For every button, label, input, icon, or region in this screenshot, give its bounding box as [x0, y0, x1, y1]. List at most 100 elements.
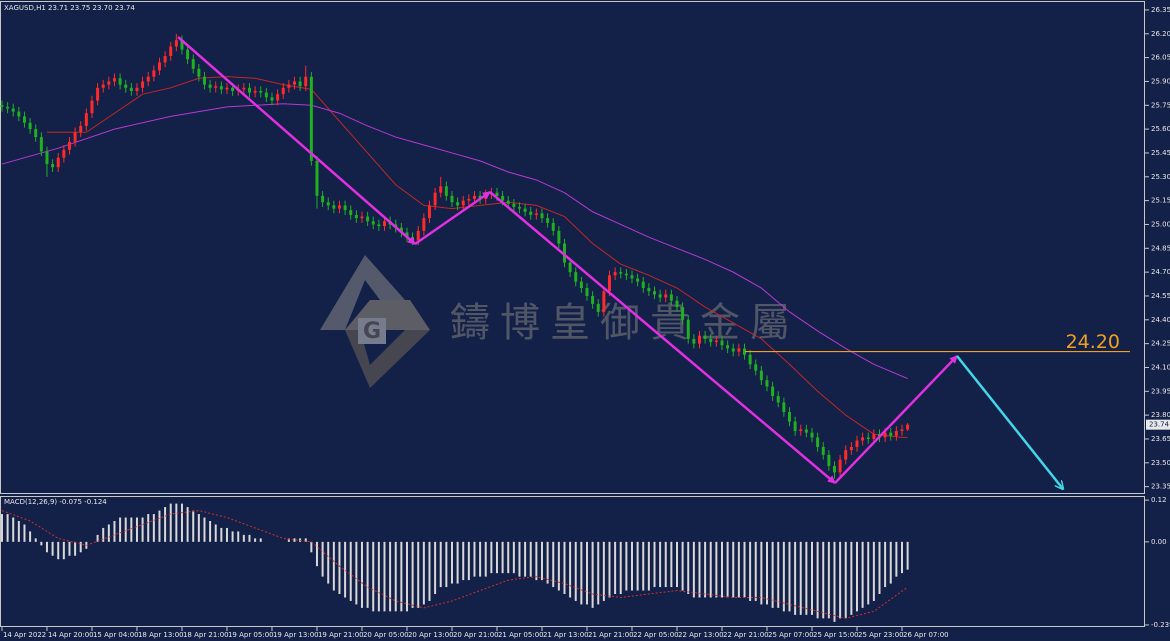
candle-body — [821, 446, 825, 455]
candle-body — [0, 105, 4, 107]
candle-body — [579, 281, 583, 289]
candle-body — [517, 206, 521, 209]
candle-body — [422, 218, 426, 231]
candle-body — [771, 386, 775, 397]
y-tick-label: 26.20 — [1151, 30, 1170, 38]
last-price-label: 23.74 — [1149, 421, 1170, 429]
y-tick-label: 24.85 — [1151, 244, 1170, 252]
candle-body — [174, 40, 178, 47]
candle-body — [799, 429, 803, 432]
candle-body — [79, 125, 83, 133]
candle-body — [118, 78, 122, 85]
candle-body — [636, 278, 640, 282]
candle-body — [298, 81, 302, 87]
candle-body — [602, 291, 606, 312]
x-tick-label: 21 Apr 05:00 — [498, 631, 544, 639]
candle-body — [186, 49, 190, 60]
candle-body — [675, 300, 679, 308]
candle-body — [872, 434, 876, 439]
candle-body — [22, 116, 26, 123]
candle-body — [894, 431, 898, 436]
candle-body — [568, 262, 572, 273]
candle-body — [692, 338, 696, 344]
x-tick-label: 26 Apr 07:00 — [903, 631, 949, 639]
candle-body — [551, 222, 555, 231]
candle-body — [523, 208, 527, 212]
candle-body — [326, 202, 330, 206]
candle-body — [714, 340, 718, 343]
candle-body — [377, 224, 381, 227]
last-price-box — [1146, 419, 1170, 430]
candle-body — [11, 108, 15, 112]
candle-body — [641, 281, 645, 289]
x-tick-label: 22 Apr 21:00 — [723, 631, 769, 639]
candle-body — [501, 195, 505, 201]
candle-body — [382, 221, 386, 227]
y-tick-label: 25.45 — [1151, 149, 1170, 157]
candle-body — [838, 459, 842, 473]
candle-body — [399, 227, 403, 233]
candle-body — [405, 232, 409, 238]
candle-body — [658, 294, 662, 298]
x-tick-label: 22 Apr 13:00 — [678, 631, 724, 639]
y-tick-label: 25.60 — [1151, 125, 1170, 133]
candle-body — [816, 437, 820, 447]
x-tick-label: 25 Apr 07:00 — [768, 631, 814, 639]
candle-body — [39, 137, 43, 152]
candle-body — [349, 210, 353, 215]
y-tick-label: 25.90 — [1151, 77, 1170, 85]
candle-body — [669, 294, 673, 301]
watermark-logo: G — [320, 255, 430, 388]
level-label: 24.20 — [1066, 331, 1120, 353]
candle-body — [332, 205, 336, 209]
candle-body — [742, 348, 746, 355]
candle-body — [84, 113, 88, 126]
y-tick-label: 0.00 — [1151, 538, 1167, 546]
x-tick-label: 21 Apr 21:00 — [588, 631, 634, 639]
candle-body — [596, 303, 600, 312]
candle-body — [787, 411, 791, 422]
candle-body — [529, 211, 533, 215]
candle-body — [720, 340, 724, 346]
y-tick-label: 26.05 — [1151, 54, 1170, 62]
candle-body — [467, 199, 471, 201]
candle-body — [681, 307, 685, 320]
candle-body — [450, 195, 454, 203]
candle-body — [737, 348, 741, 352]
candle-body — [624, 273, 628, 276]
candle-body — [849, 446, 853, 451]
candle-body — [754, 364, 758, 371]
candle-body — [433, 192, 437, 206]
candle-body — [697, 335, 701, 344]
candle-body — [28, 122, 32, 130]
candle-body — [461, 200, 465, 206]
candle-body — [259, 90, 263, 93]
candle-body — [416, 230, 420, 241]
candle-body — [883, 432, 887, 438]
candle-body — [591, 295, 595, 304]
candle-body — [793, 421, 797, 432]
candle-body — [748, 354, 752, 365]
candle-body — [264, 92, 268, 98]
candle-body — [225, 87, 229, 90]
candle-body — [647, 288, 651, 292]
y-tick-label: 23.65 — [1151, 435, 1170, 443]
candle-body — [73, 132, 77, 142]
x-tick-label: 14 Apr 20:00 — [48, 631, 94, 639]
x-tick-label: 19 Apr 21:00 — [318, 631, 364, 639]
x-tick-label: 19 Apr 13:00 — [273, 631, 319, 639]
x-tick-label: 22 Apr 05:00 — [633, 631, 679, 639]
candle-body — [664, 294, 668, 298]
candle-body — [844, 450, 848, 460]
candle-body — [810, 432, 814, 438]
y-tick-label: -0.239 — [1151, 621, 1170, 629]
candle-body — [534, 213, 538, 215]
x-tick-label: 20 Apr 13:00 — [408, 631, 454, 639]
candle-body — [90, 100, 94, 114]
candle-body — [703, 335, 707, 339]
annotation-arrows — [177, 36, 1063, 489]
candle-body — [276, 94, 280, 101]
candle-body — [304, 76, 308, 87]
candle-body — [146, 76, 150, 82]
candle-body — [51, 164, 55, 168]
